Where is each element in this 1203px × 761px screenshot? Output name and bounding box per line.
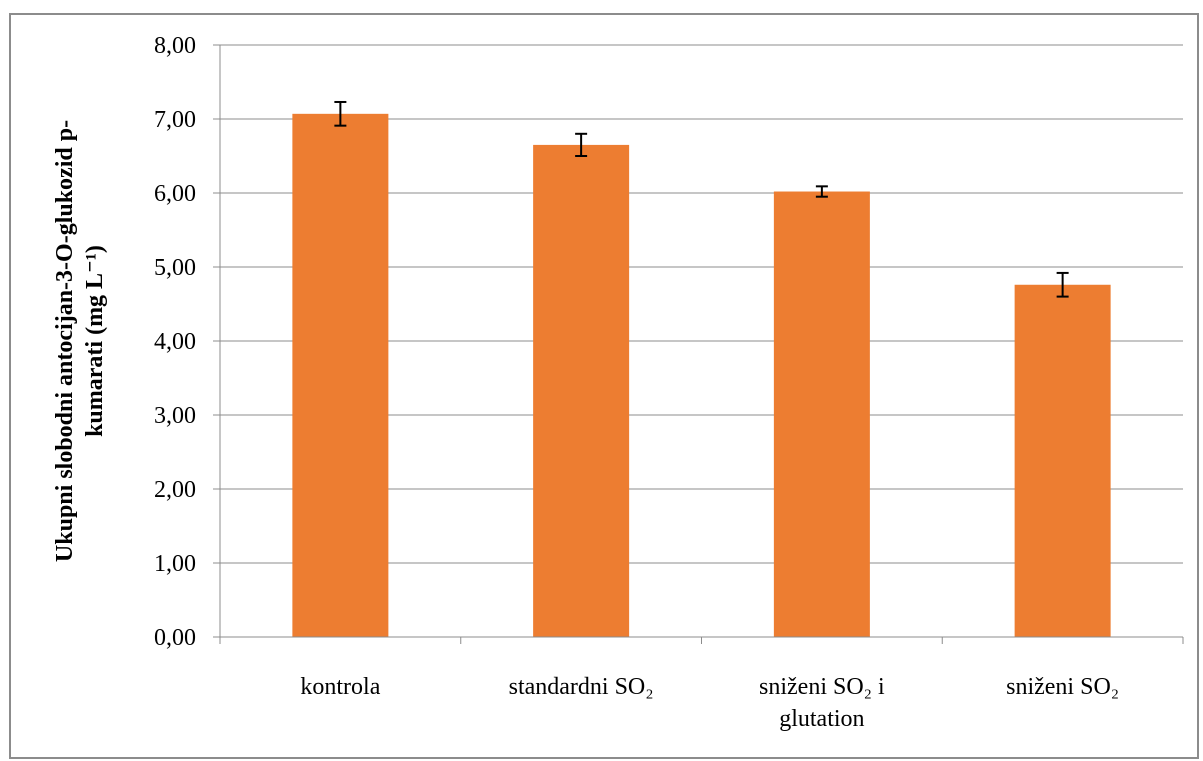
x-category-label-line: glutation <box>779 706 864 732</box>
y-tick-label: 0,00 <box>154 625 196 651</box>
bar <box>292 113 389 637</box>
x-category-label: sniženi SO₂ <box>1006 674 1119 700</box>
tick-labels: 0,00 1,00 2,00 3,00 4,00 5,00 6,00 7,00 8,00 kont… <box>154 33 1119 732</box>
bar <box>773 191 870 637</box>
bar <box>1014 284 1111 637</box>
y-tick-label: 2,00 <box>154 477 196 503</box>
y-tick-label: 8,00 <box>154 33 196 59</box>
x-category-label-line: sniženi SO₂ <box>1006 674 1119 700</box>
y-tick-label: 4,00 <box>154 329 196 355</box>
y-tick-label: 3,00 <box>154 403 196 429</box>
axes <box>213 44 1184 644</box>
error-bars <box>334 100 1069 298</box>
y-axis-title-line: kumarati (mg L⁻¹) <box>82 245 108 437</box>
x-category-label-line: kontrola <box>300 674 380 700</box>
y-tick-label: 6,00 <box>154 181 196 207</box>
y-tick-label: 1,00 <box>154 551 196 577</box>
x-category-label: kontrola <box>300 674 380 700</box>
bar <box>533 144 630 637</box>
x-category-label: sniženi SO₂ i glutation <box>759 674 885 732</box>
y-axis-title-line: Ukupni slobodni antocijan-3-O-glukozid p… <box>52 120 78 562</box>
x-category-label-line: standardni SO₂ <box>509 674 654 700</box>
y-axis-title: Ukupni slobodni antocijan-3-O-glukozid p… <box>52 120 108 562</box>
y-tick-label: 5,00 <box>154 255 196 281</box>
x-category-label-line: sniženi SO₂ i <box>759 674 885 700</box>
bars <box>292 113 1111 637</box>
y-tick-label: 7,00 <box>154 107 196 133</box>
x-category-label: standardni SO₂ <box>509 674 654 700</box>
